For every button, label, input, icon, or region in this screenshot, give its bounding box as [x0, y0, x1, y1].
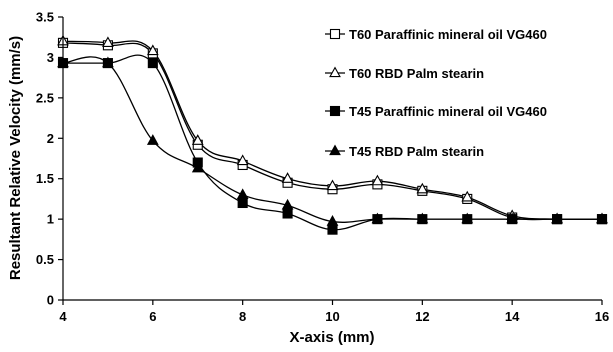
marker-s3-p5 — [281, 198, 294, 210]
x-tick-label: 8 — [239, 309, 246, 324]
series-line-2 — [63, 54, 602, 231]
marker-s1-p7 — [371, 174, 384, 186]
marker-s1-p6 — [326, 179, 339, 191]
marker-s1-p4 — [236, 154, 249, 166]
legend-label-2: T45 Paraffinic mineral oil VG460 — [349, 104, 547, 119]
y-tick-label: 3 — [47, 50, 54, 65]
x-tick-label: 14 — [505, 309, 520, 324]
marker-s1-p9 — [461, 190, 474, 202]
x-tick-label: 12 — [415, 309, 429, 324]
marker-s3-p2 — [146, 134, 159, 145]
marker-s2-p5 — [282, 208, 293, 219]
marker-s3-p7 — [371, 212, 384, 224]
marker-s1-p3 — [191, 134, 204, 145]
marker-s3-p10 — [506, 212, 519, 224]
marker-s2-p6 — [327, 224, 338, 235]
marker-s1-p1 — [102, 36, 114, 48]
marker-s3-p11 — [551, 212, 563, 224]
y-axis-ticks: 0 0.5 1 1.5 2 2.5 3 3.5 — [36, 10, 63, 308]
legend-label-0: T60 Paraffinic mineral oil VG460 — [349, 27, 547, 42]
marker-s3-p3 — [191, 161, 204, 173]
marker-legend-2 — [329, 105, 341, 117]
y-tick-label: 0.5 — [36, 252, 54, 267]
marker-s3-p9 — [461, 212, 474, 224]
x-tick-label: 10 — [325, 309, 339, 324]
series-lines — [62, 40, 603, 231]
marker-s3-p6 — [326, 215, 339, 226]
y-tick-label: 1.5 — [36, 171, 54, 186]
marker-s2-p2 — [147, 58, 158, 69]
marker-s3-p8 — [416, 212, 429, 224]
marker-s1-p5 — [281, 172, 294, 183]
x-tick-label: 16 — [595, 309, 609, 324]
marker-legend-0 — [329, 28, 341, 40]
x-tick-label: 4 — [59, 309, 67, 324]
marker-s3-p1 — [102, 56, 114, 68]
marker-s1-p8 — [416, 182, 429, 194]
y-tick-label: 3.5 — [36, 10, 54, 25]
y-tick-label: 1 — [47, 212, 54, 227]
series-line-3 — [62, 56, 602, 223]
legend-label-3: T45 RBD Palm stearin — [349, 144, 484, 159]
marker-s2-p4 — [237, 197, 248, 209]
y-axis-title: Resultant Relative Velocity (mm/s) — [7, 36, 24, 280]
y-tick-label: 2.5 — [36, 90, 54, 105]
y-tick-label: 0 — [47, 293, 54, 308]
x-tick-label: 6 — [149, 309, 156, 324]
marker-s3-p4 — [236, 188, 249, 200]
marker-legend-3 — [329, 144, 341, 156]
x-axis-title: X-axis (mm) — [289, 329, 374, 346]
legend: T60 Paraffinic mineral oil VG460 T60 RBD … — [325, 27, 547, 159]
legend-label-1: T60 RBD Palm stearin — [349, 66, 484, 81]
marker-s3-p12 — [596, 212, 608, 224]
marker-s1-p2 — [146, 44, 159, 56]
y-tick-label: 2 — [47, 131, 54, 146]
marker-legend-1 — [329, 66, 341, 78]
series-markers — [57, 34, 608, 235]
x-axis-ticks: 4 6 8 10 12 14 16 — [59, 300, 609, 324]
